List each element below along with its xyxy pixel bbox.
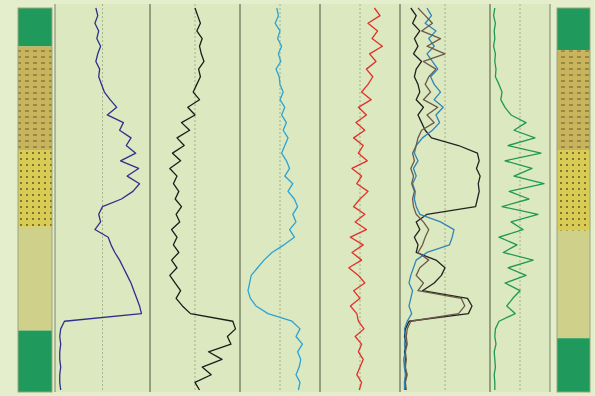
grid-line <box>150 4 151 392</box>
grid-line <box>400 4 401 392</box>
lithology <box>18 8 590 392</box>
log-curve <box>405 8 464 390</box>
grid-line <box>102 4 103 392</box>
lithology-frame <box>557 8 590 392</box>
grid-line <box>240 4 241 392</box>
curves <box>170 8 236 390</box>
log-curve <box>60 8 142 390</box>
log-curve <box>494 8 544 390</box>
curves <box>60 8 142 390</box>
log-track <box>490 4 550 392</box>
background <box>0 0 595 396</box>
lithology-bed <box>18 331 52 392</box>
lithology-bed <box>557 150 590 231</box>
curves <box>248 8 302 390</box>
log-track <box>55 4 150 392</box>
grid-line <box>490 4 491 392</box>
log-curve <box>405 8 481 390</box>
grid-line <box>195 4 196 392</box>
lithology-bed <box>557 8 590 50</box>
grid-line <box>55 4 56 392</box>
log-curve <box>170 8 236 390</box>
log-track <box>240 4 320 392</box>
grid-line <box>150 4 151 392</box>
grid-line <box>320 4 321 392</box>
log-curve <box>248 8 302 390</box>
grid-line <box>550 4 551 392</box>
well-log <box>0 0 595 396</box>
log-track <box>150 4 240 392</box>
log-track <box>400 4 490 392</box>
log-curve <box>349 8 383 390</box>
grid-line <box>490 4 491 392</box>
lithology-bed <box>18 8 52 46</box>
grid-line <box>445 4 446 392</box>
lithology-bed <box>557 231 590 339</box>
lithology-frame <box>18 8 52 392</box>
curves <box>349 8 383 390</box>
grid-line <box>240 4 241 392</box>
curves <box>404 8 481 390</box>
curves <box>494 8 544 390</box>
grid-line <box>400 4 401 392</box>
lithology-bed <box>18 227 52 331</box>
grid-line <box>520 4 521 392</box>
lithology-bed <box>557 338 590 392</box>
plot-background <box>55 4 550 392</box>
grid-line <box>320 4 321 392</box>
lithology-pattern <box>18 46 52 150</box>
lithology-pattern <box>18 150 52 227</box>
lithology-bed <box>18 150 52 227</box>
log-track <box>320 4 400 392</box>
lithology-bed <box>18 46 52 150</box>
lithology-pattern <box>557 150 590 231</box>
lithology-pattern <box>557 50 590 150</box>
lithology-bed <box>557 50 590 150</box>
